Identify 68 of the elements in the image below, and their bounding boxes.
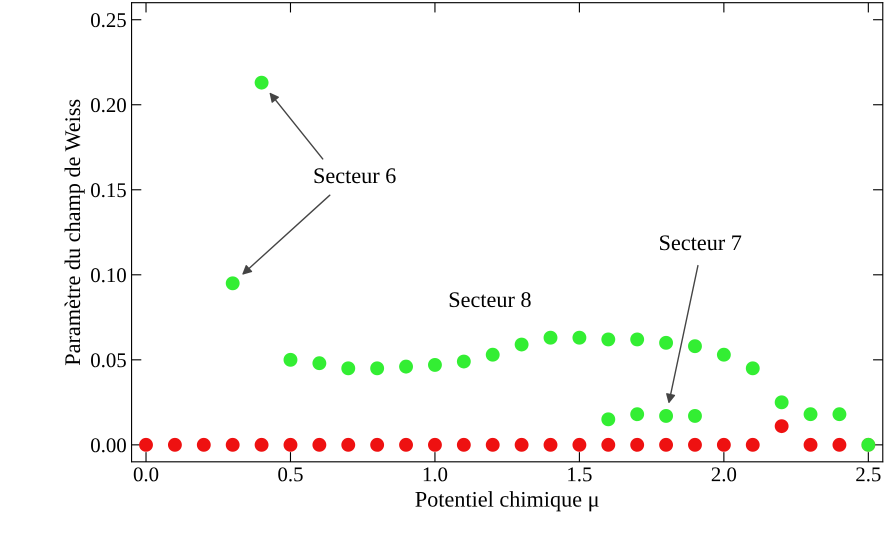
annotation: Secteur 7 bbox=[660, 235, 742, 250]
point bbox=[312, 356, 326, 370]
point bbox=[688, 409, 702, 423]
point bbox=[428, 358, 442, 372]
point bbox=[254, 438, 269, 452]
point bbox=[659, 409, 674, 423]
point bbox=[254, 76, 269, 90]
point bbox=[486, 438, 500, 452]
point bbox=[746, 361, 760, 376]
y-tick-label: 0.20 bbox=[91, 98, 126, 112]
point bbox=[716, 438, 731, 452]
y-tick-label: 0.05 bbox=[91, 353, 126, 368]
point bbox=[139, 438, 153, 452]
x-tick-label: 0.5 bbox=[278, 467, 303, 482]
point bbox=[312, 438, 326, 452]
point bbox=[370, 361, 384, 376]
point bbox=[774, 395, 789, 410]
point bbox=[399, 360, 413, 374]
y-axis-title: Paramètre du champ de Weiss bbox=[64, 100, 85, 366]
annotation: Secteur 6 bbox=[314, 168, 396, 184]
point bbox=[601, 332, 616, 346]
y-tick-label: 0.10 bbox=[91, 268, 126, 282]
point bbox=[832, 438, 846, 452]
point bbox=[456, 354, 471, 368]
point bbox=[284, 352, 298, 367]
point bbox=[804, 438, 818, 452]
point bbox=[804, 407, 818, 422]
point bbox=[601, 412, 616, 426]
x-tick-label: 2.5 bbox=[856, 467, 881, 482]
point bbox=[832, 407, 846, 422]
point bbox=[428, 438, 442, 452]
point bbox=[341, 438, 356, 452]
point bbox=[514, 438, 529, 452]
x-tick-label: 0.0 bbox=[134, 467, 158, 482]
y-tick-label: 0.15 bbox=[91, 183, 126, 198]
point bbox=[601, 438, 616, 452]
point bbox=[341, 361, 356, 376]
point bbox=[544, 438, 558, 452]
point bbox=[456, 438, 471, 452]
point bbox=[284, 438, 298, 452]
x-tick-label: 1.5 bbox=[568, 467, 592, 482]
point bbox=[630, 332, 644, 346]
point bbox=[226, 438, 240, 452]
point bbox=[630, 438, 644, 452]
annotation: Secteur 8 bbox=[450, 292, 531, 308]
point bbox=[572, 438, 586, 452]
x-axis-title: Potentiel chimique μ bbox=[415, 491, 599, 512]
point bbox=[746, 438, 760, 452]
point bbox=[659, 336, 674, 350]
point bbox=[544, 330, 558, 345]
point bbox=[688, 339, 702, 354]
point bbox=[572, 330, 586, 345]
point bbox=[659, 438, 674, 452]
y-tick-label: 0.25 bbox=[91, 13, 126, 28]
point bbox=[688, 438, 702, 452]
y-tick-label: 0.00 bbox=[91, 438, 126, 452]
point bbox=[716, 348, 731, 362]
point bbox=[774, 419, 789, 434]
point bbox=[370, 438, 384, 452]
point bbox=[168, 438, 182, 452]
x-tick-label: 2.0 bbox=[712, 467, 736, 482]
point bbox=[514, 338, 529, 352]
point bbox=[486, 348, 500, 362]
point bbox=[399, 438, 413, 452]
point bbox=[226, 276, 240, 290]
point bbox=[630, 407, 644, 422]
point bbox=[196, 438, 211, 452]
x-tick-label: 1.0 bbox=[424, 467, 448, 482]
